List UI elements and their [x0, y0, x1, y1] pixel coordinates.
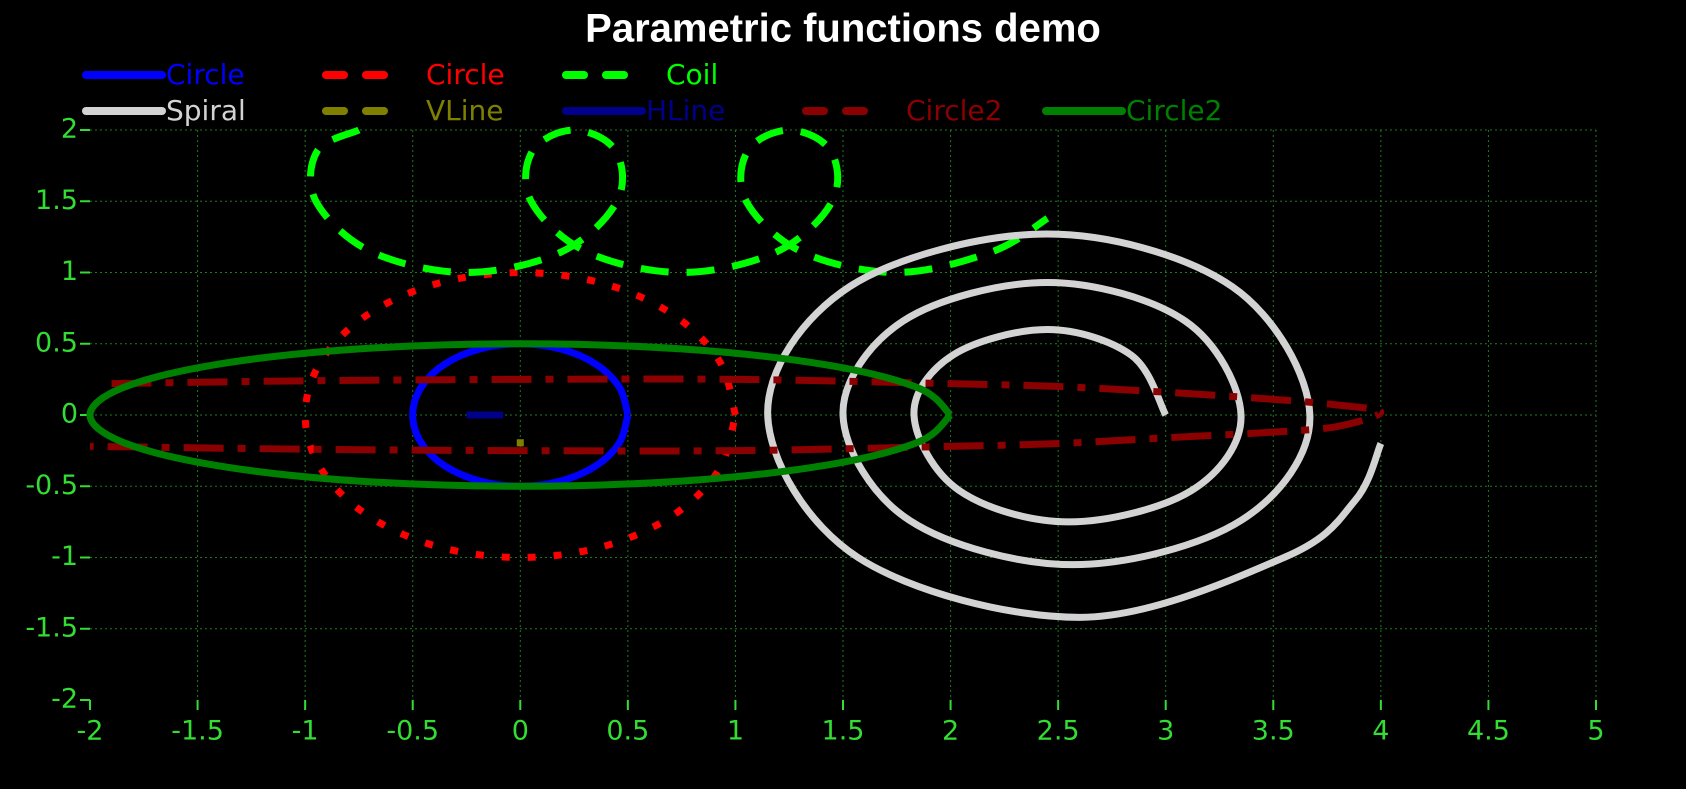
x-tick-label: 4.5	[1467, 716, 1510, 747]
series-line	[86, 340, 954, 490]
y-tick-label: 2	[61, 114, 78, 145]
x-tick-label: 3.5	[1252, 716, 1295, 747]
x-tick-label: -0.5	[386, 716, 439, 747]
series-line	[89, 375, 1385, 455]
x-tick-label: 2	[942, 716, 959, 747]
series-line	[307, 126, 1050, 277]
series-line	[301, 268, 739, 562]
x-tick-label: 0.5	[606, 716, 649, 747]
x-tick-label: 3	[1157, 716, 1174, 747]
x-tick-label: -2	[77, 716, 104, 747]
legend-label: Circle2	[906, 94, 1002, 127]
x-tick-label: 1.5	[822, 716, 865, 747]
y-tick-label: 1	[61, 256, 78, 287]
legend-label: Spiral	[166, 94, 246, 127]
y-tick-label: -0.5	[25, 470, 78, 501]
legend-label: HLine	[646, 94, 725, 127]
legend-label: Circle2	[1126, 94, 1222, 127]
x-tick-label: 5	[1587, 716, 1604, 747]
y-tick-label: 1.5	[35, 185, 78, 216]
y-tick-label: 0.5	[35, 327, 78, 358]
legend-label: Circle	[166, 58, 245, 91]
legend-label: VLine	[426, 94, 504, 127]
x-tick-label: 1	[727, 716, 744, 747]
y-tick-label: -1.5	[25, 612, 78, 643]
series-line	[764, 230, 1385, 621]
x-tick-label: -1.5	[171, 716, 224, 747]
x-tick-label: 0	[512, 716, 529, 747]
x-tick-label: -1	[292, 716, 319, 747]
x-tick-label: 4	[1372, 716, 1389, 747]
legend-label: Coil	[666, 58, 718, 91]
x-tick-label: 2.5	[1037, 716, 1080, 747]
y-tick-label: -2	[51, 684, 78, 715]
legend-label: Circle	[426, 58, 505, 91]
y-tick-label: 0	[61, 399, 78, 430]
y-tick-label: -1	[51, 541, 78, 572]
series-line	[409, 340, 632, 490]
chart-title: Parametric functions demo	[585, 7, 1101, 51]
